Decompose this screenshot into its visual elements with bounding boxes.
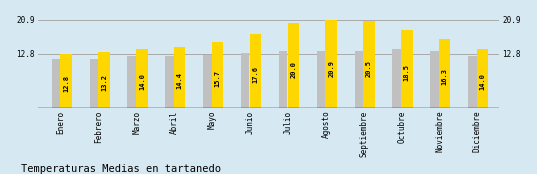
Text: 20.0: 20.0 xyxy=(291,61,296,78)
Bar xyxy=(439,39,451,108)
Bar xyxy=(174,47,185,108)
Text: 14.4: 14.4 xyxy=(177,72,183,89)
Bar xyxy=(430,51,439,108)
Bar xyxy=(401,30,412,108)
Text: 18.5: 18.5 xyxy=(404,64,410,81)
Text: 16.3: 16.3 xyxy=(442,68,448,85)
Bar xyxy=(90,58,98,108)
Bar xyxy=(98,52,110,108)
Bar xyxy=(241,53,249,108)
Bar xyxy=(317,51,325,108)
Bar xyxy=(288,23,299,108)
Text: 15.7: 15.7 xyxy=(215,70,221,86)
Bar xyxy=(279,51,287,108)
Bar xyxy=(52,59,60,108)
Text: 13.2: 13.2 xyxy=(101,74,107,91)
Bar xyxy=(127,56,136,108)
Text: 12.8: 12.8 xyxy=(63,75,69,92)
Bar xyxy=(212,42,223,108)
Text: 17.6: 17.6 xyxy=(252,66,258,83)
Bar xyxy=(477,49,488,108)
Bar xyxy=(468,56,476,108)
Text: 20.9: 20.9 xyxy=(328,60,334,77)
Bar xyxy=(203,55,212,108)
Bar xyxy=(325,20,337,108)
Bar xyxy=(61,54,72,108)
Text: 20.5: 20.5 xyxy=(366,60,372,77)
Bar xyxy=(393,49,401,108)
Bar xyxy=(250,34,261,108)
Text: 14.0: 14.0 xyxy=(139,73,145,90)
Bar xyxy=(364,21,375,108)
Bar xyxy=(136,49,148,108)
Bar xyxy=(354,51,363,108)
Text: Temperaturas Medias en tartanedo: Temperaturas Medias en tartanedo xyxy=(21,164,221,174)
Text: 14.0: 14.0 xyxy=(480,73,485,90)
Bar xyxy=(165,56,173,108)
